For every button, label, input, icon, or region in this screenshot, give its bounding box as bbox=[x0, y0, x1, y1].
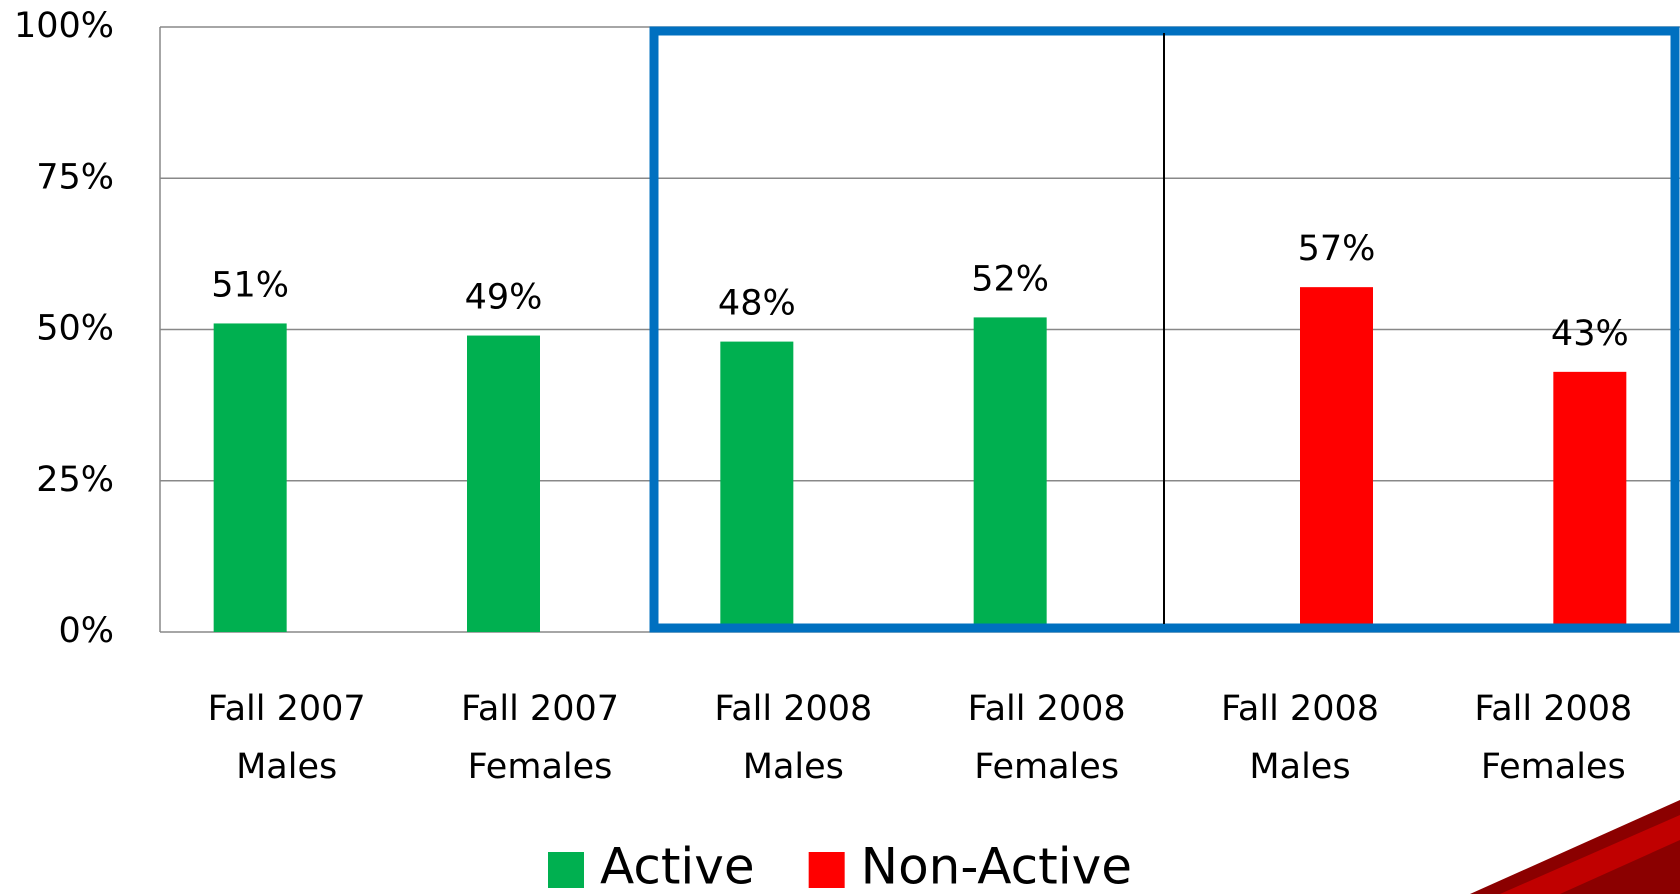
legend-swatch bbox=[809, 852, 845, 888]
y-tick-label: 25% bbox=[36, 460, 114, 500]
legend-label: Non-Active bbox=[861, 838, 1132, 894]
value-label: 49% bbox=[465, 278, 543, 318]
x-tick-label: Fall 2007 bbox=[461, 689, 619, 729]
x-tick-label: Females bbox=[468, 747, 613, 787]
x-tick-label: Fall 2008 bbox=[968, 689, 1126, 729]
y-tick-label: 50% bbox=[36, 309, 114, 349]
y-tick-label: 75% bbox=[36, 157, 114, 197]
legend: Active Non-Active bbox=[548, 838, 1132, 894]
value-label: 43% bbox=[1551, 314, 1629, 354]
value-label: 51% bbox=[211, 265, 289, 305]
y-tick-label: 0% bbox=[58, 611, 114, 651]
x-tick-label: Males bbox=[743, 747, 844, 787]
x-tick-label: Females bbox=[974, 747, 1119, 787]
bar bbox=[1300, 287, 1373, 632]
bar bbox=[1553, 372, 1626, 632]
bar bbox=[974, 317, 1047, 632]
value-label: 57% bbox=[1298, 229, 1376, 269]
x-tick-label: Fall 2008 bbox=[1474, 689, 1632, 729]
bar bbox=[467, 336, 540, 632]
chart: 0%25%50%75%100% Fall 2007Males51%Fall 20… bbox=[0, 0, 1680, 894]
bar bbox=[720, 342, 793, 632]
x-tick-label: Males bbox=[236, 747, 337, 787]
value-label: 52% bbox=[971, 259, 1049, 299]
x-tick-label: Fall 2008 bbox=[1221, 689, 1379, 729]
x-tick-label: Fall 2008 bbox=[714, 689, 872, 729]
y-tick-label: 100% bbox=[14, 6, 114, 46]
bar bbox=[214, 323, 287, 632]
legend-swatch bbox=[548, 852, 584, 888]
x-tick-label: Females bbox=[1481, 747, 1626, 787]
legend-label: Active bbox=[600, 838, 755, 894]
value-label: 48% bbox=[718, 284, 796, 324]
x-tick-label: Fall 2007 bbox=[208, 689, 366, 729]
page: 0%25%50%75%100% Fall 2007Males51%Fall 20… bbox=[0, 0, 1680, 894]
marks: Fall 2007 Males 51% Fall 2007 Females 49% Fall… bbox=[208, 229, 1633, 787]
x-tick-label: Males bbox=[1249, 747, 1350, 787]
